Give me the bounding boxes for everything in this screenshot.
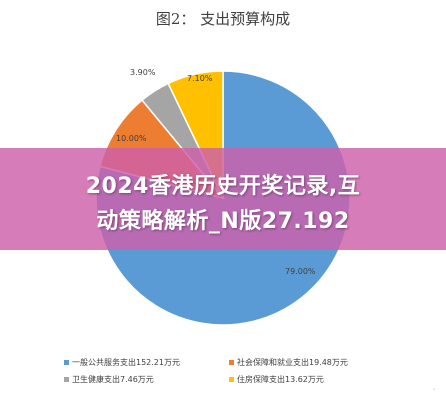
- overlay-banner: 2024香港历史开奖记录,互 动策略解析_N版27.192: [0, 148, 446, 250]
- banner-line-1: 2024香港历史开奖记录,互: [85, 174, 361, 199]
- slice-label-0: 79.00%: [285, 267, 316, 276]
- legend-label-1: 社会保障和就业支出19.48万元: [237, 358, 348, 367]
- legend-label-0: 一般公共服务支出152.21万元: [72, 358, 180, 367]
- banner-line-2: 动策略解析_N版27.192: [96, 209, 350, 234]
- slice-label-1: 10.00%: [116, 134, 147, 143]
- legend-swatch-1: [229, 360, 234, 365]
- legend-label-2: 卫生健康支出7.46万元: [72, 375, 154, 384]
- legend-swatch-3: [229, 377, 234, 382]
- legend-swatch-2: [64, 377, 69, 382]
- chart-title: 图2： 支出预算构成: [155, 10, 291, 28]
- legend-item-3: 住房保障支出13.62万元: [229, 374, 324, 385]
- legend-item-0: 一般公共服务支出152.21万元: [64, 357, 180, 368]
- watermark: ·: [432, 383, 438, 396]
- legend-swatch-0: [64, 360, 69, 365]
- slice-label-2: 3.90%: [130, 68, 156, 77]
- legend-item-2: 卫生健康支出7.46万元: [64, 374, 154, 385]
- legend-label-3: 住房保障支出13.62万元: [237, 375, 324, 384]
- legend-item-1: 社会保障和就业支出19.48万元: [229, 357, 348, 368]
- slice-label-3: 7.10%: [187, 74, 213, 83]
